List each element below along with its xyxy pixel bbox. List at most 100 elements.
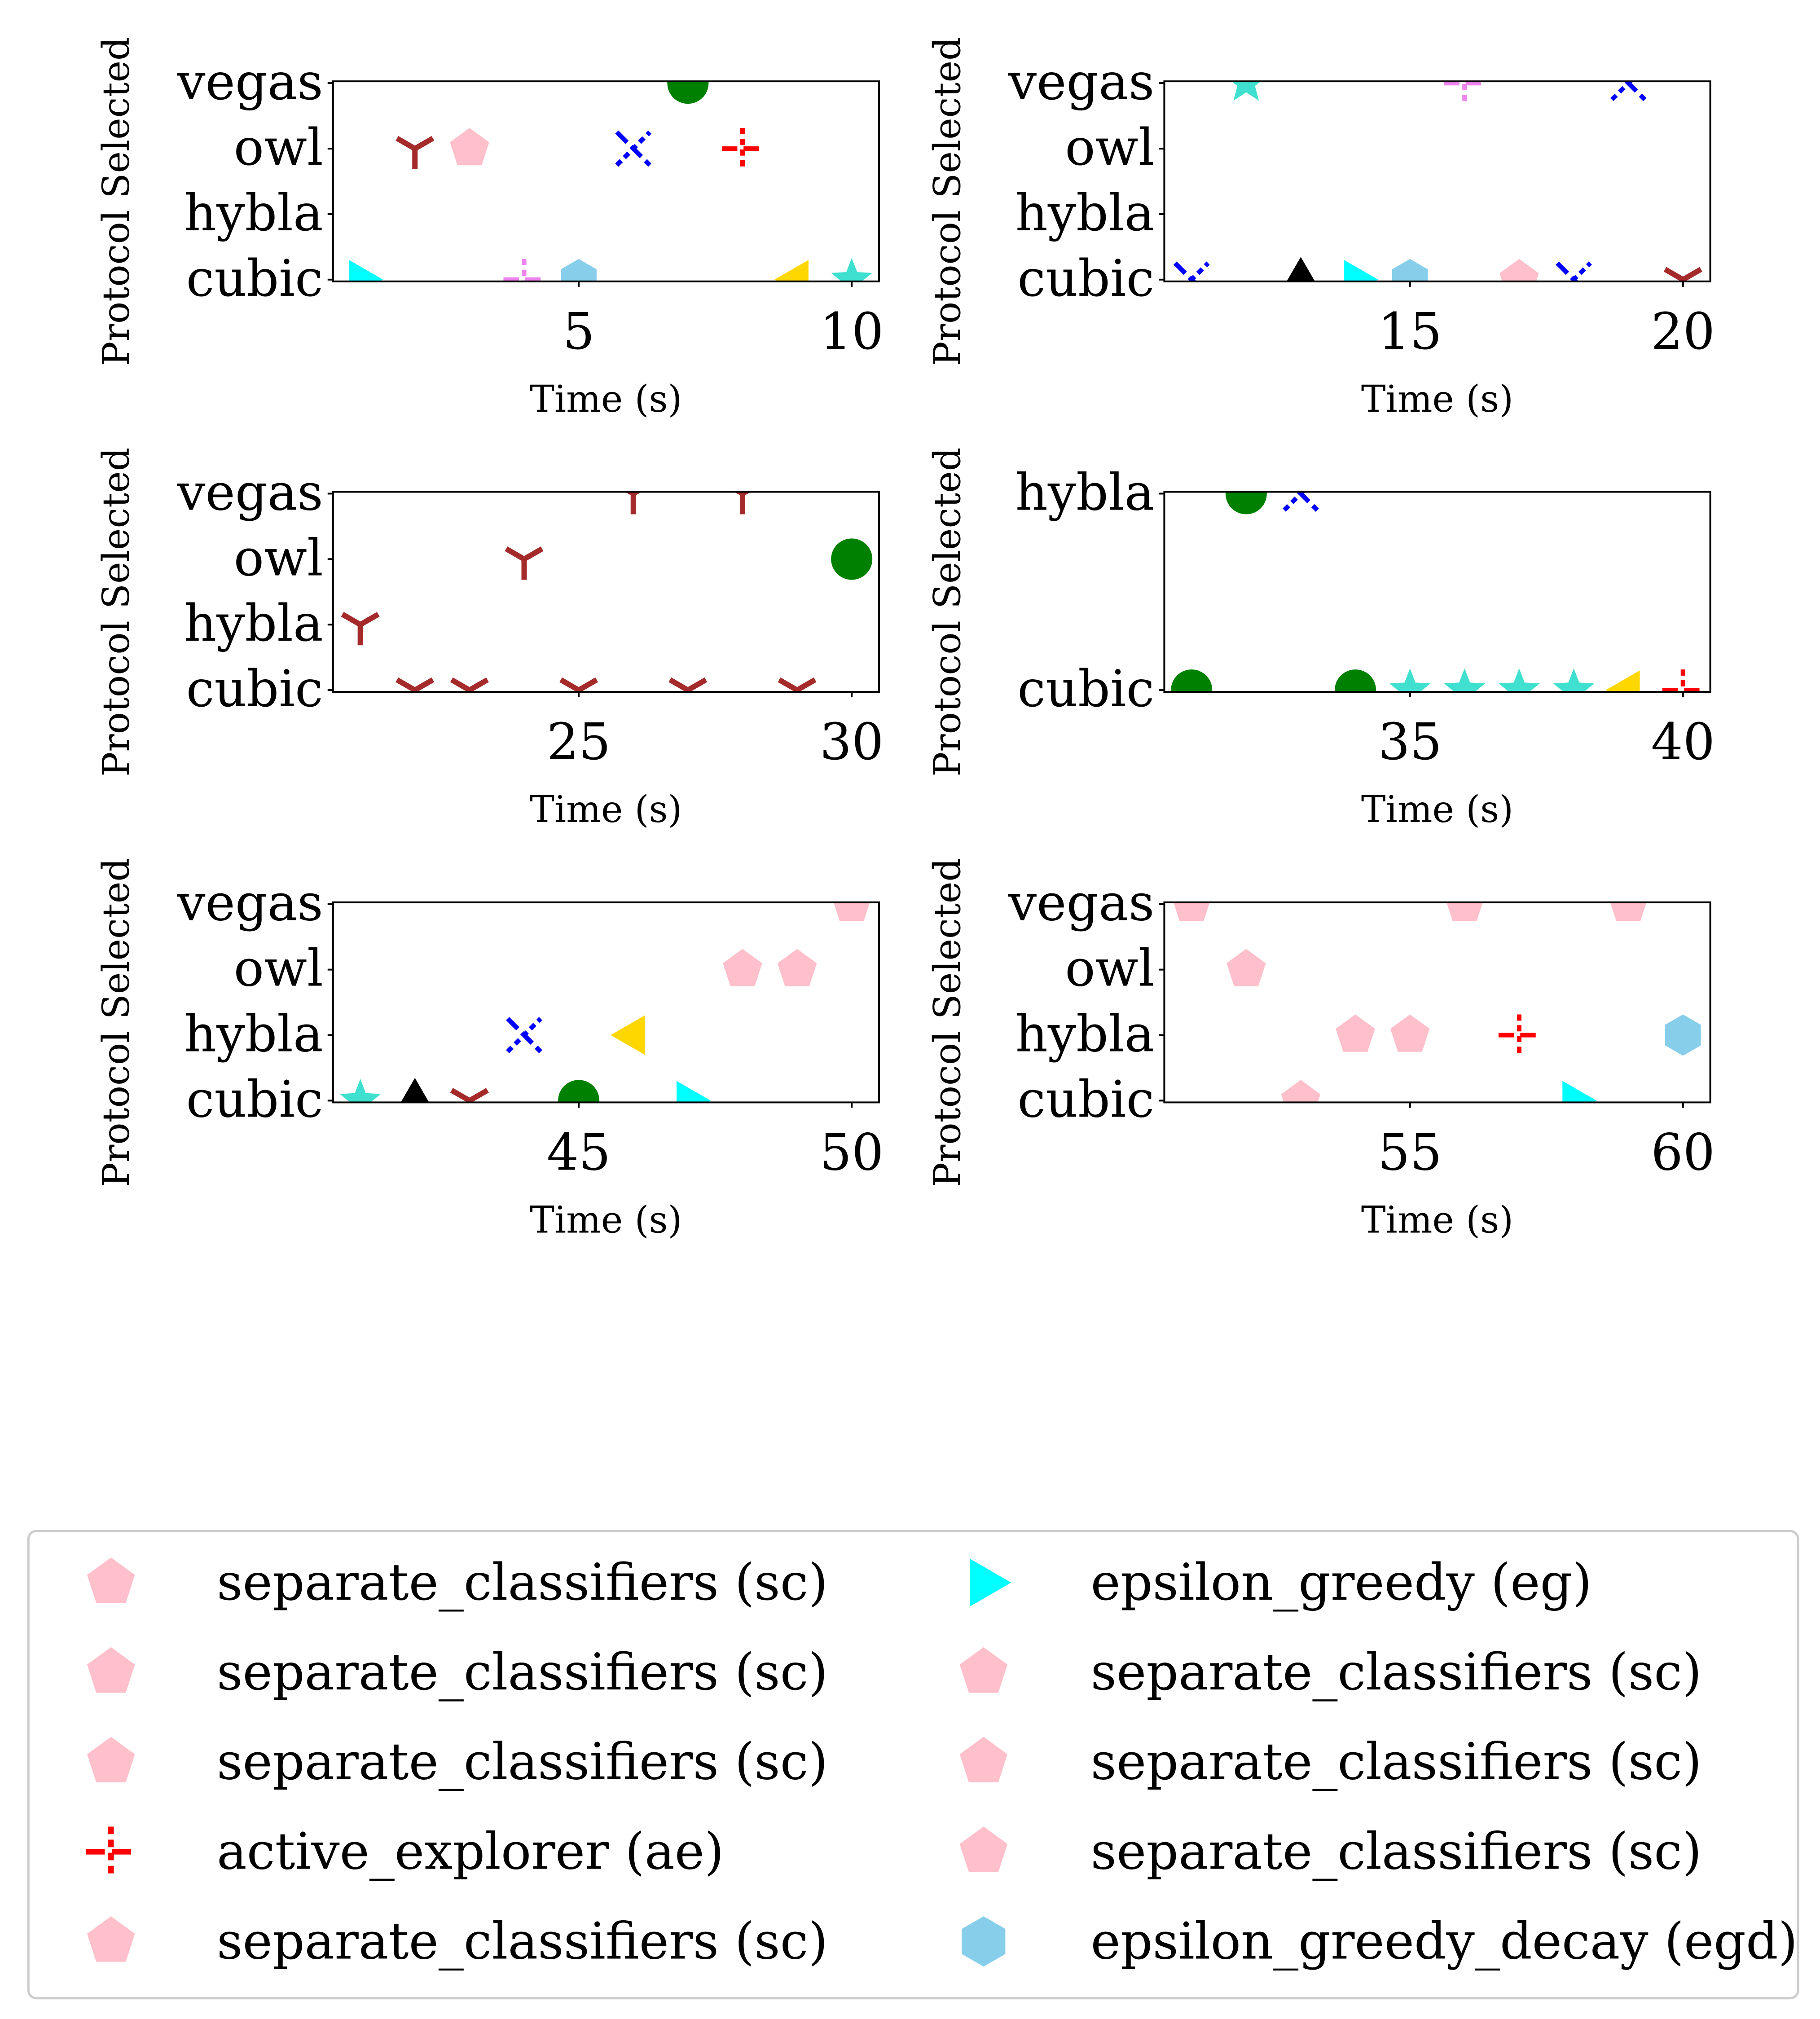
data-point: [1562, 1081, 1597, 1103]
data-point: [1662, 669, 1704, 692]
legend-entry: epsilon_greedy (eg): [970, 1553, 1592, 1612]
y-axis-title: Protocol Selected: [95, 37, 138, 366]
data-point: [1281, 1080, 1321, 1103]
data-point: [833, 902, 870, 921]
y-tick-label: vegas: [1008, 53, 1155, 111]
data-point: [558, 1080, 600, 1103]
data-points: [1173, 81, 1702, 282]
data-point: [1225, 492, 1267, 515]
legend-box: [27, 1530, 1799, 2000]
data-point: [615, 130, 652, 167]
data-point: [777, 949, 817, 986]
x-tick-label: 5: [563, 303, 594, 361]
x-axis-title: Time (s): [530, 1199, 682, 1241]
legend-marker: [970, 1558, 1011, 1607]
data-point: [396, 136, 435, 170]
legend-marker: [959, 1826, 1008, 1872]
y-tick-label: vegas: [1008, 874, 1155, 933]
legend-entry: separate_classifiers (sc): [959, 1643, 1702, 1702]
data-point: [559, 677, 598, 692]
data-point: [1336, 1014, 1375, 1052]
legend-label: epsilon_greedy_decay (egd): [1091, 1912, 1798, 1971]
legend-label: separate_classifiers (sc): [1091, 1822, 1702, 1881]
y-tick-label: cubic: [186, 250, 323, 308]
x-tick-label: 35: [1378, 713, 1442, 771]
data-point: [506, 1017, 542, 1053]
data-point: [1171, 669, 1213, 692]
data-points: [349, 81, 873, 282]
x-axis-title: Time (s): [530, 378, 682, 421]
legend-marker: [86, 1826, 136, 1877]
subplot-1: cubic hybla owl vegas 5 10 Time (s) Protocol Se…: [95, 37, 884, 420]
subplot-5: cubic hybla owl vegas 45 50 Time (s) Protocol S…: [95, 858, 884, 1241]
legend-label: separate_classifiers (sc): [217, 1553, 828, 1612]
legend-label: separate_classifiers (sc): [217, 1733, 828, 1791]
legend-label: separate_classifiers (sc): [217, 1912, 828, 1971]
data-point: [450, 128, 489, 166]
axes-frame: [1163, 491, 1711, 693]
subplot-4: cubic hybla 35 40 Time (s) Protocol Selected: [926, 448, 1715, 831]
y-axis-title: Protocol Selected: [95, 858, 138, 1187]
data-point: [1286, 257, 1315, 282]
legend-label: separate_classifiers (sc): [1091, 1733, 1702, 1791]
axes-frame: [332, 901, 880, 1104]
data-point: [677, 1081, 711, 1103]
legend-marker: [87, 1916, 135, 1962]
legend-entry: separate_classifiers (sc): [87, 1553, 828, 1612]
data-point: [1610, 902, 1647, 921]
y-tick-label: hybla: [184, 1005, 323, 1064]
legend: separate_classifiers (sc) separate_classi…: [27, 1530, 1799, 2000]
y-axis-title: Protocol Selected: [926, 37, 969, 366]
data-point: [668, 677, 708, 692]
data-point: [450, 1088, 489, 1103]
y-axis-title: Protocol Selected: [95, 448, 138, 777]
data-point: [1389, 668, 1431, 692]
data-point: [1665, 1014, 1701, 1056]
data-point: [1444, 668, 1486, 692]
data-point: [450, 677, 489, 692]
axes-frame: [332, 491, 880, 693]
legend-label: separate_classifiers (sc): [1091, 1643, 1702, 1702]
x-tick-label: 55: [1378, 1123, 1442, 1182]
legend-marker: [87, 1557, 135, 1603]
data-point: [1173, 902, 1210, 921]
subplot-2: cubic hybla owl vegas 15 20 Time (s) Protocol S…: [926, 37, 1715, 420]
y-tick-label: vegas: [176, 463, 323, 522]
x-tick-label: 15: [1378, 303, 1442, 361]
legend-entry: separate_classifiers (sc): [87, 1733, 828, 1791]
data-points: [1171, 492, 1704, 692]
legend-entry: epsilon_greedy_decay (egd): [962, 1912, 1798, 1971]
legend-entry: separate_classifiers (sc): [87, 1912, 828, 1971]
data-point: [1499, 259, 1539, 282]
data-point: [1605, 670, 1640, 692]
x-tick-label: 25: [547, 713, 611, 771]
data-point: [349, 260, 383, 282]
data-point: [721, 128, 763, 170]
subplot-grid: cubic hybla owl vegas 5 10 Time (s) Protocol Se…: [95, 37, 1715, 1241]
data-point: [831, 258, 873, 282]
y-tick-label: owl: [1065, 940, 1154, 998]
x-axis-title: Time (s): [1361, 1199, 1513, 1241]
data-point: [611, 1015, 645, 1055]
data-point: [400, 1078, 429, 1103]
data-point: [505, 546, 544, 580]
data-point: [1227, 949, 1266, 986]
legend-label: active_explorer (ae): [217, 1822, 724, 1881]
legend-entry: separate_classifiers (sc): [87, 1643, 828, 1702]
y-tick-label: hybla: [1016, 1005, 1155, 1064]
x-tick-label: 50: [820, 1123, 884, 1182]
legend-marker: [87, 1737, 135, 1782]
data-point: [1499, 668, 1540, 692]
data-point: [1392, 259, 1428, 282]
y-tick-label: vegas: [176, 874, 323, 933]
data-point: [1444, 81, 1486, 104]
data-point: [1663, 267, 1702, 282]
data-points: [1173, 902, 1701, 1103]
data-point: [1335, 669, 1376, 692]
x-axis-title: Time (s): [530, 788, 682, 831]
y-tick-label: hybla: [1016, 463, 1155, 522]
x-tick-label: 10: [820, 303, 884, 361]
data-point: [339, 1079, 381, 1103]
y-tick-label: owl: [234, 119, 323, 177]
